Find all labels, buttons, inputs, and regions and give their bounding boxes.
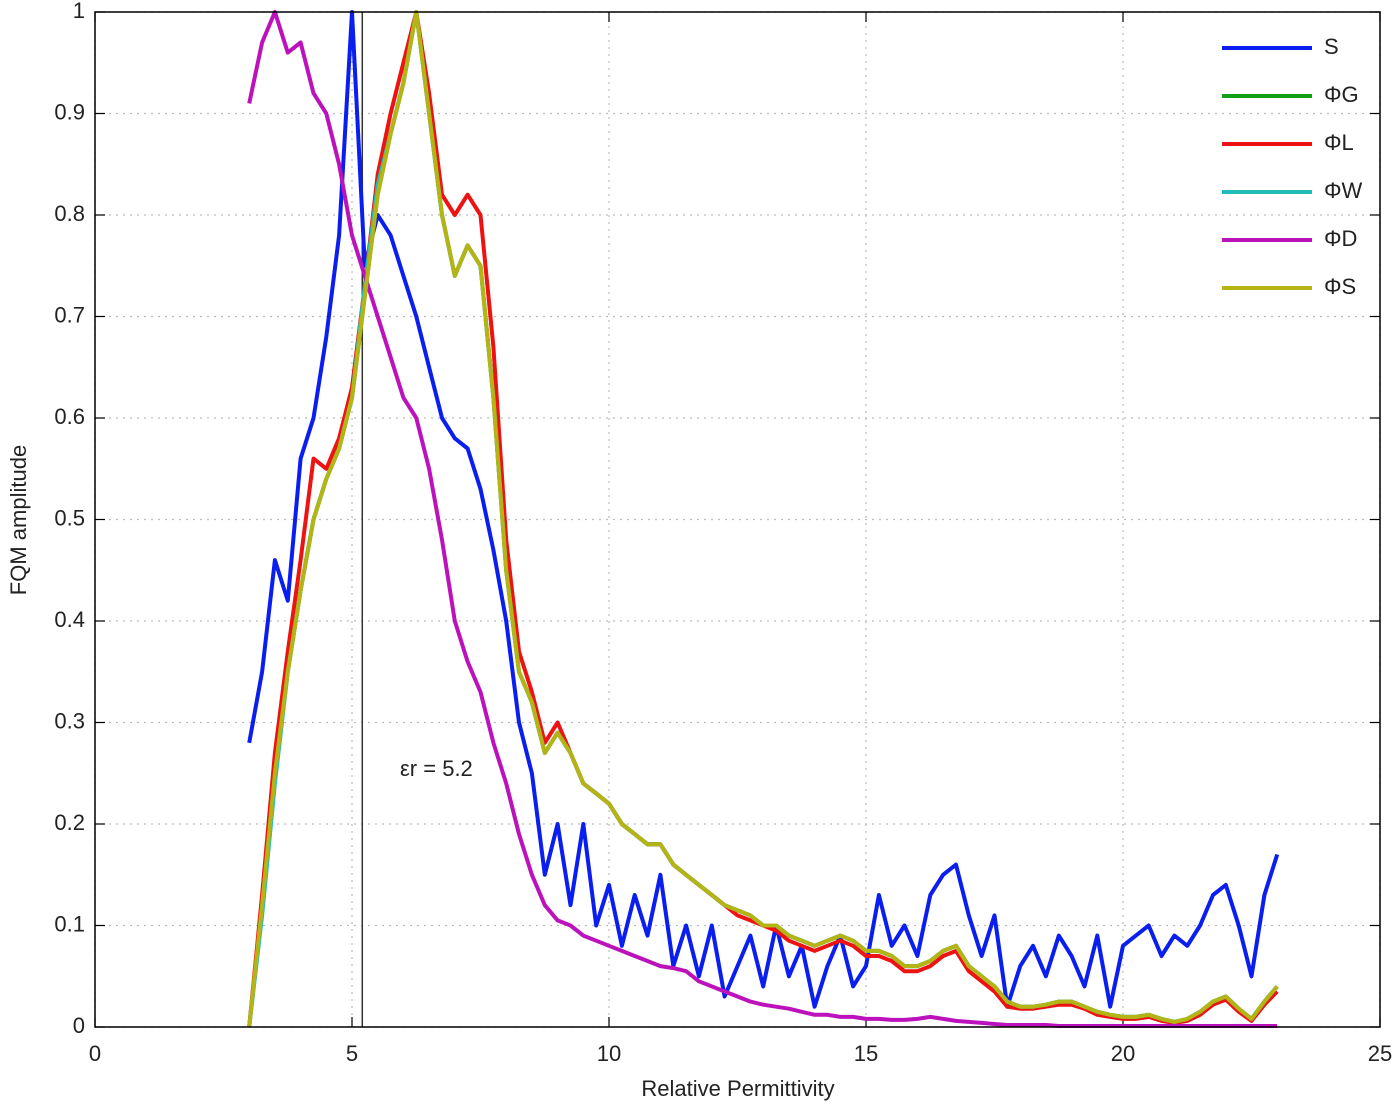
y-tick-label: 0 [73, 1013, 85, 1038]
legend-label: ΦW [1324, 178, 1363, 203]
plot-frame [94, 11, 1381, 1028]
x-axis-label: Relative Permittivity [641, 1076, 834, 1101]
series-line [247, 10, 1278, 1028]
y-tick-label: 0.9 [54, 99, 85, 124]
y-tick-label: 0.3 [54, 708, 85, 733]
x-tick-label: 0 [89, 1041, 101, 1066]
annotation: εr = 5.2 [400, 756, 473, 781]
legend-label: ΦS [1324, 274, 1356, 299]
y-tick-label: 0.8 [54, 201, 85, 226]
x-tick-label: 15 [854, 1041, 878, 1066]
x-tick-label: 10 [597, 1041, 621, 1066]
y-tick-label: 0.6 [54, 404, 85, 429]
series-line [247, 10, 1279, 1028]
legend-label: ΦD [1324, 226, 1357, 251]
y-tick-label: 0.2 [54, 810, 85, 835]
series-line [247, 10, 1280, 1009]
x-tick-label: 25 [1368, 1041, 1392, 1066]
y-tick-label: 1 [73, 0, 85, 23]
legend-label: S [1324, 34, 1339, 59]
y-tick-label: 0.5 [54, 505, 85, 530]
y-axis-label: FQM amplitude [6, 445, 31, 595]
legend-label: ΦL [1324, 130, 1354, 155]
x-tick-label: 20 [1111, 1041, 1135, 1066]
y-tick-label: 0.1 [54, 911, 85, 936]
y-tick-label: 0.7 [54, 302, 85, 327]
y-tick-label: 0.4 [54, 607, 85, 632]
legend-label: ΦG [1324, 82, 1359, 107]
x-tick-label: 5 [346, 1041, 358, 1066]
